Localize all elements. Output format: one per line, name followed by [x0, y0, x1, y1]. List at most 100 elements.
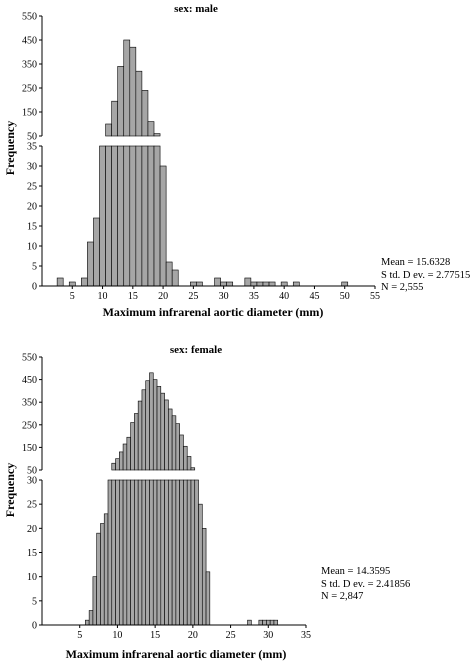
histogram-bar [81, 277, 88, 287]
histogram-bar [111, 145, 118, 287]
histogram-bar-upper [156, 386, 162, 471]
stats-box-male: Mean = 15.6328 S td. D ev. = 2.77515 N =… [381, 257, 470, 295]
histogram-bar [93, 217, 100, 287]
histogram-bar [256, 281, 264, 287]
histogram-bar [68, 281, 76, 287]
histogram-bar [88, 610, 94, 626]
y-tick-label: 350 [22, 398, 37, 409]
histogram-bar [194, 479, 199, 626]
histogram-bar-upper [122, 443, 128, 471]
x-tick-label: 15 [128, 291, 138, 302]
y-tick-label: 50 [27, 132, 37, 143]
x-tick-label: 30 [263, 630, 273, 641]
y-tick-label: 450 [22, 36, 37, 47]
x-tick-label: 35 [249, 291, 259, 302]
y-tick-label: 550 [22, 353, 37, 364]
histogram-bar-upper [147, 121, 155, 137]
y-tick-label: 15 [27, 222, 37, 233]
histogram-bar [268, 281, 276, 287]
histogram-bar [175, 479, 180, 626]
panel-title: sex: female [170, 344, 222, 356]
histogram-bar [341, 281, 349, 287]
histogram-bar [292, 281, 300, 287]
x-tick-label: 45 [309, 291, 319, 302]
histogram-bar [135, 145, 143, 287]
y-tick-label: 20 [27, 202, 37, 213]
histogram-bar-upper [105, 123, 112, 137]
histogram-bar-upper [145, 380, 150, 471]
histogram-bar-upper [171, 415, 177, 471]
histogram-bar-upper [123, 39, 131, 137]
y-tick-label: 250 [22, 420, 37, 431]
histogram-bar [99, 145, 106, 287]
histogram-bar [130, 479, 135, 626]
histogram-bar [141, 479, 147, 626]
histogram-bar-upper [149, 372, 154, 471]
histogram-bar [190, 281, 197, 287]
y-tick-label: 30 [27, 162, 37, 173]
histogram-bar [160, 479, 165, 626]
histogram-bar [183, 479, 188, 626]
x-tick-label: 20 [158, 291, 168, 302]
y-tick-label: 25 [27, 182, 37, 193]
histogram-bar-upper [135, 70, 143, 137]
histogram-bar [201, 528, 207, 626]
histogram-bar-upper [183, 445, 188, 471]
histogram-bar-upper [164, 399, 169, 471]
stats-box-female: Mean = 14.3595 S td. D ev. = 2.41856 N =… [321, 566, 410, 604]
histogram-bar [149, 479, 154, 626]
histogram-bar [214, 277, 221, 287]
histogram-bar [129, 145, 137, 287]
histogram-bar-upper [168, 408, 173, 471]
x-tick-label: 30 [219, 291, 229, 302]
y-tick-label: 450 [22, 375, 37, 386]
y-tick-label: 35 [27, 142, 37, 153]
histogram-bar [141, 145, 149, 287]
histogram-bar-upper [119, 451, 124, 471]
histogram-bar [92, 576, 97, 626]
x-axis-label: Maximum infrarenal aortic diameter (mm) [66, 647, 287, 661]
histogram-bar [153, 145, 161, 287]
histogram-bar [111, 479, 116, 626]
y-tick-label: 30 [27, 476, 37, 487]
histogram-bar [250, 281, 258, 287]
stats-n: N = 2,847 [321, 591, 364, 602]
y-axis-label: Frequency [3, 463, 17, 517]
histogram-bar [87, 241, 94, 287]
x-tick-label: 5 [70, 291, 75, 302]
y-tick-label: 10 [27, 242, 37, 253]
histogram-bar [179, 479, 184, 626]
histogram-bar [103, 513, 109, 626]
histogram-bar [147, 145, 155, 287]
y-tick-label: 0 [32, 621, 37, 632]
y-tick-label: 0 [32, 282, 37, 293]
histogram-bar [186, 479, 192, 626]
histogram-bar [96, 532, 101, 626]
y-tick-label: 15 [27, 548, 37, 559]
histogram-bar [258, 619, 263, 626]
histogram-bar-upper [152, 379, 158, 471]
histogram-bar-upper [153, 133, 161, 137]
histogram-bar-upper [117, 66, 125, 137]
y-tick-label: 50 [27, 466, 37, 477]
histogram-bar [280, 281, 288, 287]
histogram-bar [171, 479, 177, 626]
histogram-bar-upper [130, 422, 135, 471]
stats-std-dev: S td. D ev. = 2.41856 [321, 578, 411, 590]
histogram-bar [198, 503, 203, 626]
histogram-bar [190, 479, 196, 626]
y-tick-label: 20 [27, 524, 37, 535]
histogram-bar [56, 277, 64, 287]
chart-panel-male: 50 150 250 350 450 550 0 5 10 15 20 25 30 35 5 10 15 20 25… [22, 12, 380, 303]
stats-mean: Mean = 15.6328 [381, 257, 451, 268]
histogram-bar [85, 619, 90, 626]
histogram-bar-upper [134, 413, 139, 471]
panel-title: sex: male [174, 3, 218, 15]
histogram-bar [269, 619, 275, 626]
histogram-bar-upper [141, 389, 147, 471]
histogram-bar [134, 479, 139, 626]
x-tick-label: 40 [279, 291, 289, 302]
histogram-bar [262, 619, 267, 626]
stats-mean: Mean = 14.3595 [321, 566, 391, 577]
